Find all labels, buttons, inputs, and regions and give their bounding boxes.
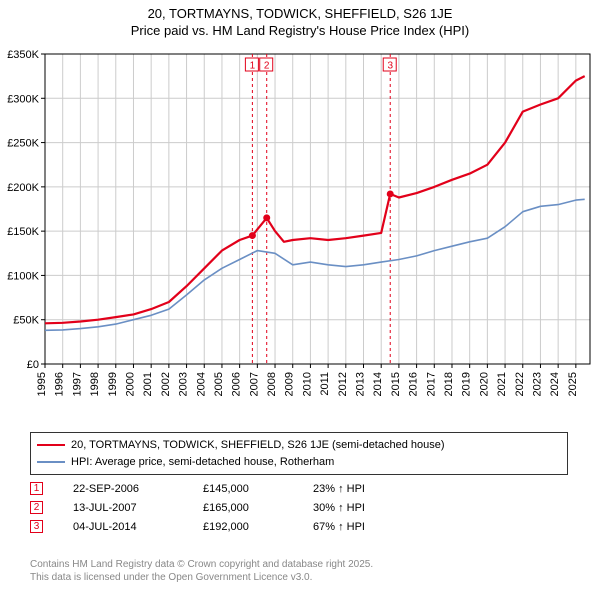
event-price: £165,000 [203, 502, 313, 514]
svg-text:£200K: £200K [7, 182, 39, 194]
legend-swatch [37, 461, 65, 463]
svg-text:2006: 2006 [231, 372, 243, 396]
svg-text:2003: 2003 [178, 372, 190, 396]
svg-text:£0: £0 [27, 359, 39, 371]
svg-text:2010: 2010 [301, 372, 313, 396]
svg-text:£100K: £100K [7, 270, 39, 282]
svg-text:£50K: £50K [13, 315, 39, 327]
event-row: 1 22-SEP-2006 £145,000 23% ↑ HPI [30, 482, 365, 495]
legend-row: 20, TORTMAYNS, TODWICK, SHEFFIELD, S26 1… [37, 437, 561, 454]
svg-text:1995: 1995 [36, 372, 48, 396]
title-line2: Price paid vs. HM Land Registry's House … [0, 23, 600, 40]
event-delta: 30% ↑ HPI [313, 502, 365, 514]
event-date: 13-JUL-2007 [73, 502, 203, 514]
svg-text:2024: 2024 [549, 372, 561, 396]
svg-text:1: 1 [250, 61, 256, 72]
event-list: 1 22-SEP-2006 £145,000 23% ↑ HPI 2 13-JU… [30, 476, 365, 539]
svg-text:2005: 2005 [213, 372, 225, 396]
svg-text:1996: 1996 [54, 372, 66, 396]
legend-swatch [37, 444, 65, 446]
event-row: 2 13-JUL-2007 £165,000 30% ↑ HPI [30, 501, 365, 514]
svg-text:2011: 2011 [319, 372, 331, 396]
svg-text:2012: 2012 [337, 372, 349, 396]
chart-title-block: 20, TORTMAYNS, TODWICK, SHEFFIELD, S26 1… [0, 0, 600, 40]
svg-text:2020: 2020 [478, 372, 490, 396]
legend-label: HPI: Average price, semi-detached house,… [71, 454, 334, 471]
svg-text:2002: 2002 [160, 372, 172, 396]
legend-label: 20, TORTMAYNS, TODWICK, SHEFFIELD, S26 1… [71, 437, 445, 454]
svg-text:3: 3 [387, 61, 393, 72]
svg-text:£300K: £300K [7, 93, 39, 105]
svg-text:2007: 2007 [248, 372, 260, 396]
event-price: £145,000 [203, 483, 313, 495]
event-badge: 1 [30, 482, 43, 495]
svg-text:2015: 2015 [390, 372, 402, 396]
svg-text:£150K: £150K [7, 226, 39, 238]
chart-area: £0 £50K £100K £150K £200K £250K £300K £350K 1995… [0, 44, 600, 424]
footer-line1: Contains HM Land Registry data © Crown c… [30, 558, 373, 571]
event-badge: 2 [30, 501, 43, 514]
title-line1: 20, TORTMAYNS, TODWICK, SHEFFIELD, S26 1… [0, 6, 600, 23]
svg-text:2014: 2014 [372, 372, 384, 396]
event-date: 04-JUL-2014 [73, 521, 203, 533]
event-number: 3 [34, 521, 40, 532]
svg-text:2025: 2025 [567, 372, 579, 396]
event-row: 3 04-JUL-2014 £192,000 67% ↑ HPI [30, 520, 365, 533]
svg-text:2001: 2001 [142, 372, 154, 396]
chart-svg: £0 £50K £100K £150K £200K £250K £300K £350K 1995… [0, 44, 600, 424]
svg-text:2013: 2013 [355, 372, 367, 396]
footer-line2: This data is licensed under the Open Gov… [30, 571, 373, 584]
svg-text:2021: 2021 [496, 372, 508, 396]
footer-note: Contains HM Land Registry data © Crown c… [30, 558, 373, 584]
legend-row: HPI: Average price, semi-detached house,… [37, 454, 561, 471]
svg-text:2: 2 [264, 61, 270, 72]
svg-text:2016: 2016 [408, 372, 420, 396]
svg-text:2018: 2018 [443, 372, 455, 396]
event-price: £192,000 [203, 521, 313, 533]
svg-text:2019: 2019 [461, 372, 473, 396]
svg-text:2008: 2008 [266, 372, 278, 396]
svg-text:£250K: £250K [7, 138, 39, 150]
svg-text:2023: 2023 [531, 372, 543, 396]
event-date: 22-SEP-2006 [73, 483, 203, 495]
svg-text:1998: 1998 [89, 372, 101, 396]
svg-text:2009: 2009 [284, 372, 296, 396]
event-delta: 67% ↑ HPI [313, 521, 365, 533]
svg-text:2000: 2000 [124, 372, 136, 396]
svg-text:1999: 1999 [107, 372, 119, 396]
event-number: 2 [34, 502, 40, 513]
svg-text:2004: 2004 [195, 372, 207, 396]
svg-text:1997: 1997 [71, 372, 83, 396]
event-number: 1 [34, 483, 40, 494]
svg-text:2017: 2017 [425, 372, 437, 396]
event-delta: 23% ↑ HPI [313, 483, 365, 495]
event-badge: 3 [30, 520, 43, 533]
legend-box: 20, TORTMAYNS, TODWICK, SHEFFIELD, S26 1… [30, 432, 568, 475]
svg-text:£350K: £350K [7, 49, 39, 61]
svg-text:2022: 2022 [514, 372, 526, 396]
